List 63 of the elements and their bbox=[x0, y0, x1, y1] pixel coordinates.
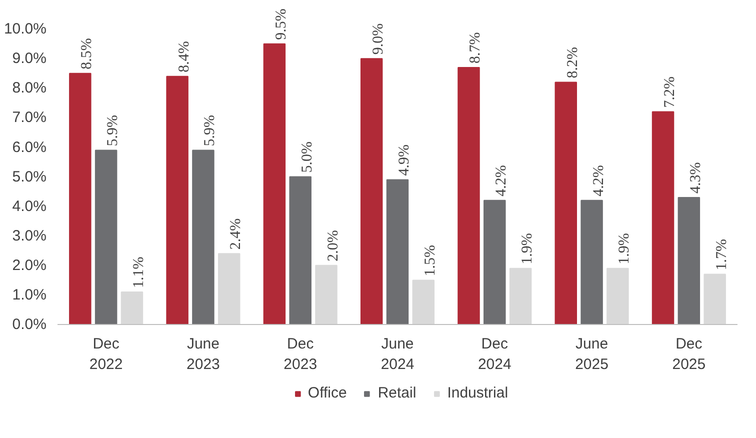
y-tick-label: 0.0% bbox=[12, 316, 47, 333]
bar bbox=[606, 268, 629, 324]
data-label: 9.5% bbox=[273, 8, 290, 40]
bar bbox=[652, 111, 674, 324]
legend-label: Retail bbox=[378, 384, 416, 402]
bar bbox=[69, 72, 92, 324]
y-tick-label: 9.0% bbox=[12, 50, 47, 68]
data-label: 8.2% bbox=[564, 47, 581, 78]
bar bbox=[704, 274, 726, 324]
x-tick-label: June 2024 bbox=[380, 336, 414, 373]
bar bbox=[192, 150, 214, 324]
y-tick-label: 8.0% bbox=[12, 80, 47, 97]
data-label: 8.4% bbox=[176, 41, 192, 72]
x-tick-label: Dec 2023 bbox=[284, 336, 318, 373]
data-label: 9.0% bbox=[370, 23, 387, 55]
bar bbox=[289, 176, 312, 324]
bar bbox=[458, 66, 480, 324]
data-label: 8.5% bbox=[79, 38, 96, 70]
data-label: 8.7% bbox=[468, 32, 484, 64]
legend-label: Industrial bbox=[447, 384, 508, 402]
legend-label: Office bbox=[308, 384, 347, 402]
data-label: 4.2% bbox=[590, 165, 607, 196]
bar bbox=[678, 196, 700, 324]
y-tick-label: 3.0% bbox=[12, 227, 47, 244]
bar bbox=[484, 200, 506, 324]
data-label: 5.0% bbox=[299, 142, 316, 173]
data-label: 4.9% bbox=[396, 144, 412, 176]
x-tick-label: June 2023 bbox=[186, 336, 220, 373]
bar bbox=[580, 200, 603, 324]
data-label: 5.9% bbox=[105, 114, 122, 146]
bar bbox=[509, 268, 532, 324]
x-tick-label: Dec 2025 bbox=[672, 336, 706, 373]
data-label: 1.9% bbox=[520, 233, 536, 264]
data-label: 1.1% bbox=[130, 256, 147, 288]
bar bbox=[94, 150, 118, 324]
data-label: 4.2% bbox=[494, 165, 510, 196]
data-label: 5.9% bbox=[202, 114, 218, 146]
y-tick-label: 7.0% bbox=[12, 109, 47, 126]
y-tick-label: 5.0% bbox=[12, 168, 47, 186]
data-label: 1.5% bbox=[422, 244, 438, 276]
bar bbox=[360, 58, 383, 324]
data-label: 7.2% bbox=[662, 76, 678, 108]
x-tick-label: June 2025 bbox=[575, 336, 608, 373]
x-tick-label: Dec 2024 bbox=[478, 336, 512, 373]
bar bbox=[386, 179, 409, 324]
bar bbox=[554, 82, 577, 324]
y-tick-label: 4.0% bbox=[12, 198, 47, 215]
x-tick-label: Dec 2022 bbox=[89, 336, 123, 373]
data-label: 4.3% bbox=[688, 162, 704, 194]
data-label: 2.4% bbox=[228, 218, 244, 250]
bar bbox=[412, 280, 435, 324]
bar bbox=[218, 253, 240, 324]
y-tick-label: 1.0% bbox=[12, 286, 47, 304]
data-label: 1.7% bbox=[714, 239, 730, 270]
y-tick-label: 2.0% bbox=[12, 256, 47, 274]
y-tick-label: 6.0% bbox=[12, 138, 47, 156]
data-label: 2.0% bbox=[325, 230, 342, 262]
bar bbox=[166, 76, 188, 324]
bar bbox=[120, 292, 144, 324]
y-tick-label: 10.0% bbox=[4, 20, 47, 38]
bar bbox=[263, 43, 286, 324]
data-label: 1.9% bbox=[616, 233, 633, 264]
bar bbox=[315, 264, 338, 324]
